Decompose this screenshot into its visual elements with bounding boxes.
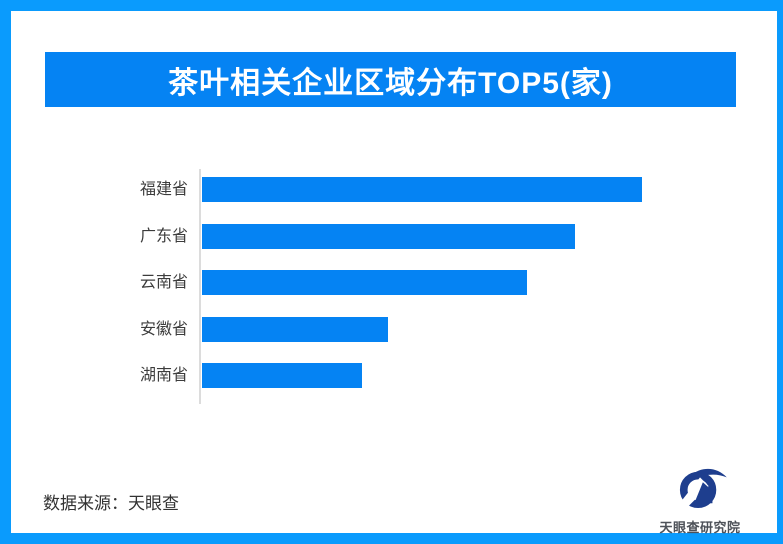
bar-row: 广东省 (0, 223, 783, 249)
category-label-guangdong: 广东省 (139, 227, 188, 245)
category-label-yunnan: 云南省 (139, 274, 188, 292)
bar-chart: 福建省 广东省 云南省 安徽省 湖南省 (0, 165, 783, 410)
bar-row: 湖南省 (0, 363, 783, 389)
bar-anhui (202, 316, 389, 342)
chart-title-banner: 茶叶相关企业区域分布TOP5(家) (45, 52, 736, 107)
bar-row: 安徽省 (0, 316, 783, 342)
tianyancha-logo: 天眼查研究院 (652, 460, 748, 536)
category-label-anhui: 安徽省 (139, 320, 188, 338)
bar-fujian (202, 177, 642, 202)
tianyancha-eye-icon (675, 468, 727, 509)
category-label-fujian: 福建省 (139, 181, 188, 198)
bar-row: 福建省 (0, 177, 783, 202)
chart-title: 茶叶相关企业区域分布TOP5(家) (168, 66, 613, 100)
y-axis-line (199, 169, 201, 404)
tianyancha-logo-text: 天眼查研究院 (659, 520, 741, 535)
data-source-text: 数据来源：天眼查 (43, 494, 179, 513)
bar-guangdong (202, 223, 576, 249)
category-label-hunan: 湖南省 (139, 367, 188, 385)
bar-hunan (202, 363, 363, 389)
bar-row: 云南省 (0, 270, 783, 296)
bar-yunnan (202, 270, 528, 296)
